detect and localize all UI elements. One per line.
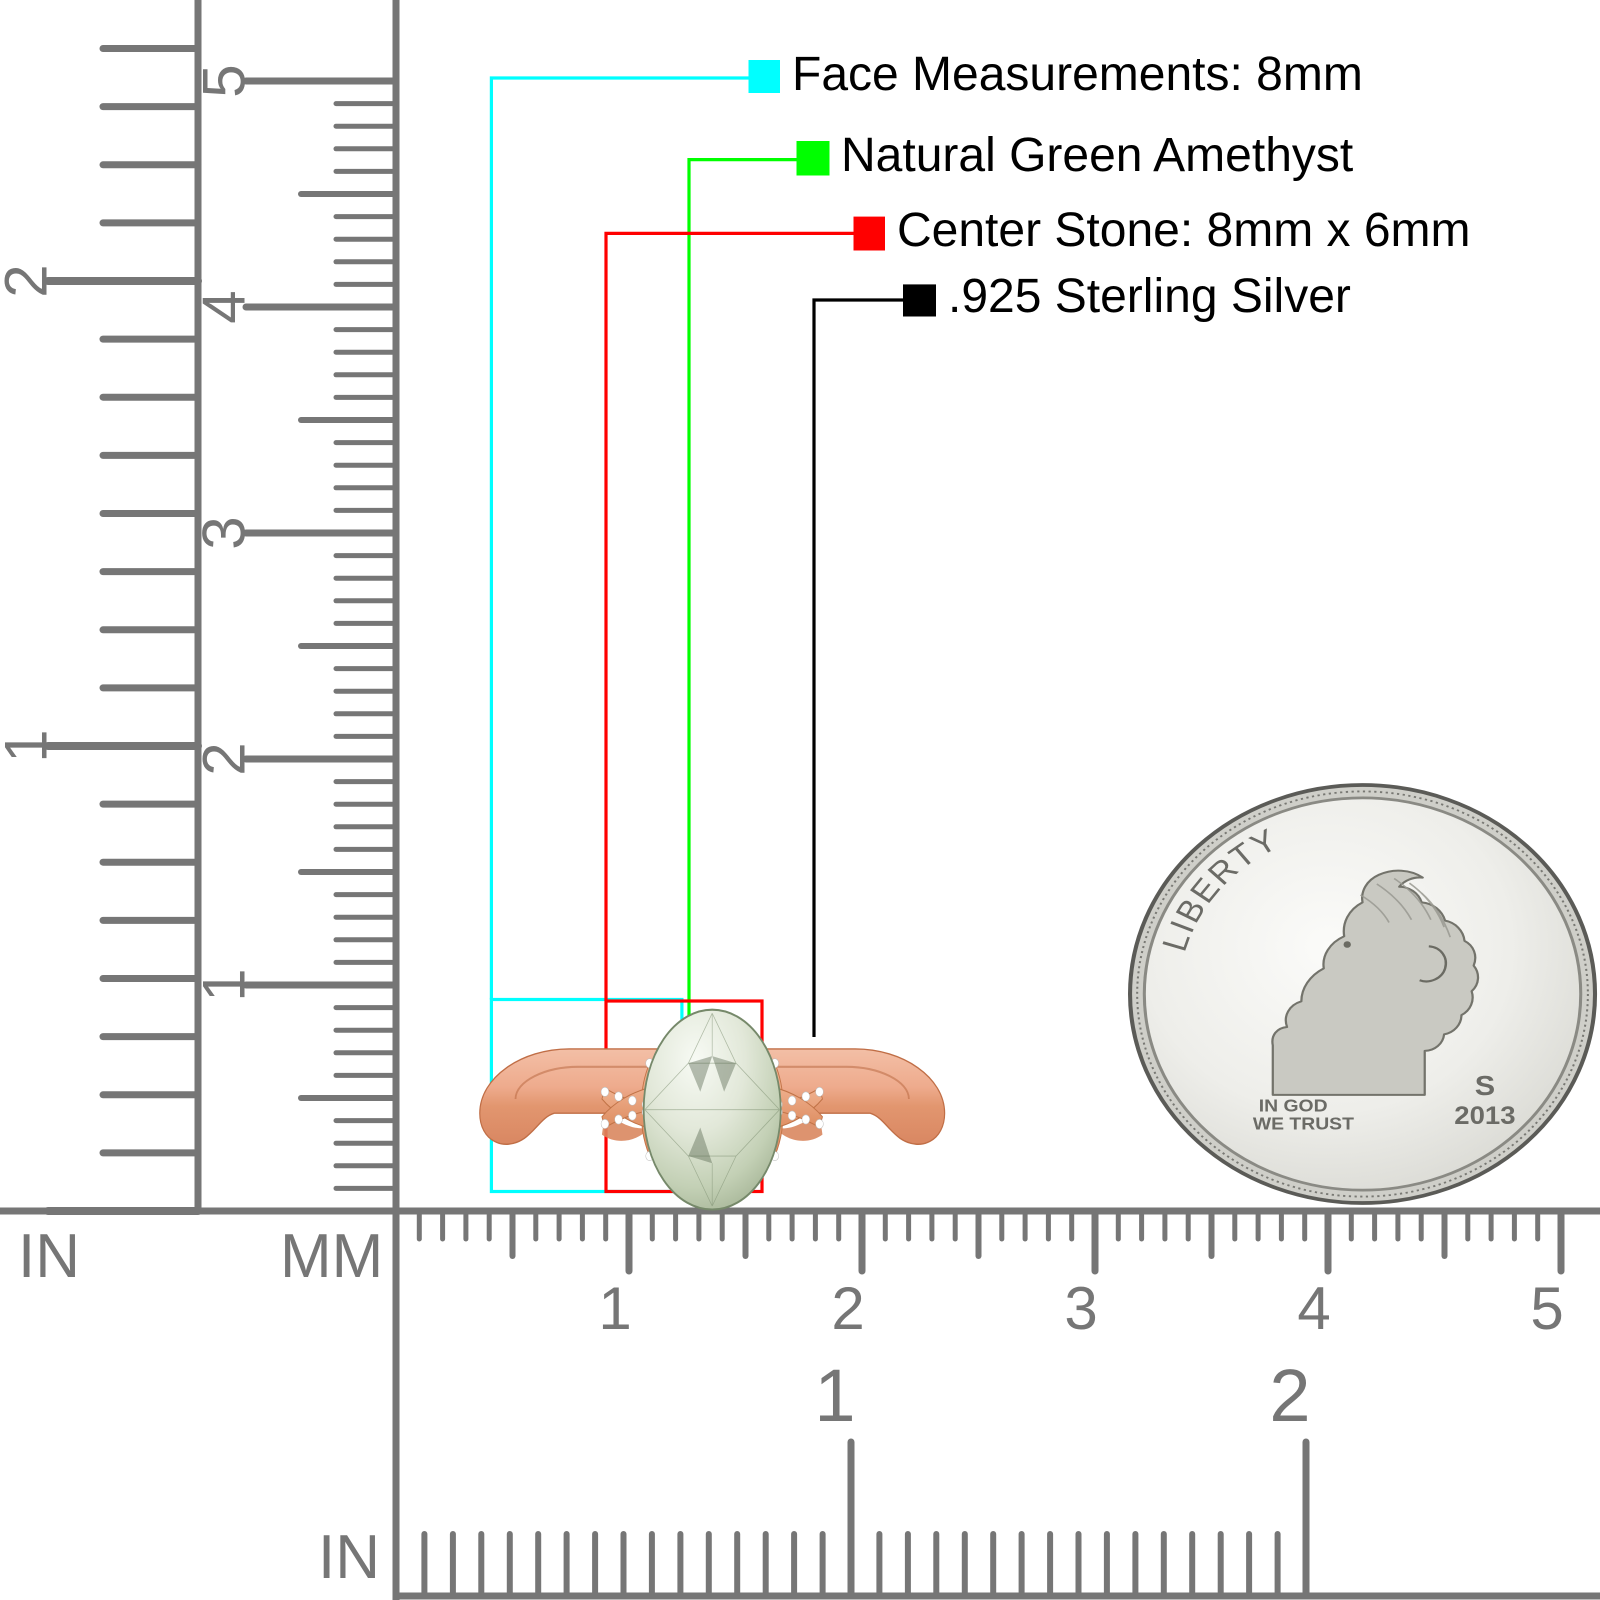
svg-text:5: 5 [1530,1275,1563,1342]
svg-text:WE TRUST: WE TRUST [1253,1114,1355,1134]
svg-text:2: 2 [831,1275,864,1342]
svg-text:IN: IN [318,1523,380,1592]
svg-text:2: 2 [1269,1354,1310,1437]
svg-text:IN: IN [18,1222,80,1291]
svg-text:2013: 2013 [1454,1101,1515,1129]
svg-text:3: 3 [1064,1275,1097,1342]
svg-text:.925 Sterling Silver: .925 Sterling Silver [948,270,1351,323]
svg-text:Natural Green Amethyst: Natural Green Amethyst [841,129,1353,182]
svg-text:1: 1 [0,729,60,762]
svg-text:2: 2 [0,264,60,297]
svg-text:IN GOD: IN GOD [1259,1095,1328,1115]
svg-text:MM: MM [280,1222,383,1291]
svg-text:1: 1 [814,1354,855,1437]
svg-text:S: S [1475,1071,1495,1101]
svg-text:1: 1 [598,1275,631,1342]
svg-text:4: 4 [1297,1275,1330,1342]
svg-text:Face Measurements: 8mm: Face Measurements: 8mm [792,48,1363,101]
svg-text:Center Stone: 8mm x 6mm: Center Stone: 8mm x 6mm [897,204,1471,257]
